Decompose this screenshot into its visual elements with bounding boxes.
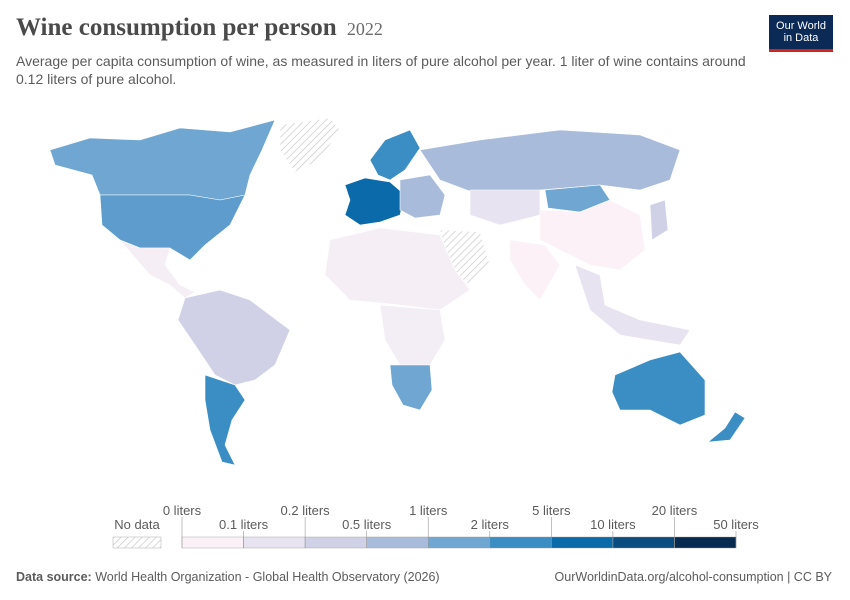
legend-label: 0.1 liters: [219, 517, 269, 532]
no-data-label: No data: [114, 517, 160, 532]
legend-label: 10 liters: [590, 517, 636, 532]
legend-bin: [489, 536, 552, 549]
southern-africa[interactable]: [389, 364, 433, 411]
legend-label: 2 liters: [471, 517, 510, 532]
eastern-europe[interactable]: [399, 174, 446, 219]
logo-line: Our World: [776, 20, 826, 32]
legend-label: 50 liters: [713, 517, 759, 532]
usa[interactable]: [99, 194, 246, 261]
legend-label: 0.2 liters: [281, 503, 331, 518]
central-africa[interactable]: [379, 304, 446, 366]
india[interactable]: [509, 239, 561, 301]
year: 2022: [346, 19, 383, 39]
legend-label: 5 liters: [532, 503, 571, 518]
footer-source: Data source: World Health Organization -…: [16, 570, 440, 584]
new-zealand[interactable]: [707, 411, 746, 443]
japan[interactable]: [649, 199, 669, 241]
legend-label: 1 liters: [409, 503, 448, 518]
legend-bin: [428, 536, 490, 549]
southern-cone[interactable]: [204, 374, 246, 466]
legend-bin: [243, 536, 306, 549]
russia[interactable]: [419, 129, 681, 196]
source-label: Data source:: [16, 570, 92, 584]
title: Wine consumption per person 2022: [16, 14, 383, 42]
north-africa[interactable]: [324, 227, 471, 311]
china[interactable]: [539, 199, 646, 271]
no-data-swatch: [112, 536, 162, 549]
legend-bin: [612, 536, 675, 549]
source: World Health Organization - Global Healt…: [95, 570, 440, 584]
australia[interactable]: [611, 351, 706, 426]
legend-bin: [304, 536, 367, 549]
southeast-asia[interactable]: [574, 264, 691, 346]
legend-bin: [366, 536, 429, 549]
legend-label: 0.5 liters: [342, 517, 392, 532]
legend-label: 20 liters: [652, 503, 698, 518]
legend-bin: [181, 536, 244, 549]
legend-label: 0 liters: [163, 503, 202, 518]
western-europe[interactable]: [344, 177, 406, 226]
mexico-central-america[interactable]: [119, 239, 196, 299]
title-text: Wine consumption per person: [16, 14, 337, 41]
central-asia[interactable]: [469, 189, 541, 226]
footer-url[interactable]: OurWorldinData.org/alcohol-consumption |…: [554, 570, 832, 584]
scandinavia[interactable]: [369, 129, 421, 181]
legend-bin: [674, 536, 737, 549]
legend: No data 0 liters 0.1 liters 0.2 liters 0.5 …: [112, 503, 759, 549]
legend-bin: [551, 536, 614, 549]
south-america-north[interactable]: [177, 289, 291, 386]
logo-line: in Data: [783, 32, 819, 44]
canada[interactable]: [49, 119, 276, 201]
greenland: [279, 117, 341, 173]
logo[interactable]: Our World in Data: [769, 15, 833, 52]
map: No data 0 liters 0.1 liters 0.2 liters 0.5 …: [49, 117, 759, 549]
subtitle: Average per capita consumption of wine, …: [16, 53, 746, 87]
